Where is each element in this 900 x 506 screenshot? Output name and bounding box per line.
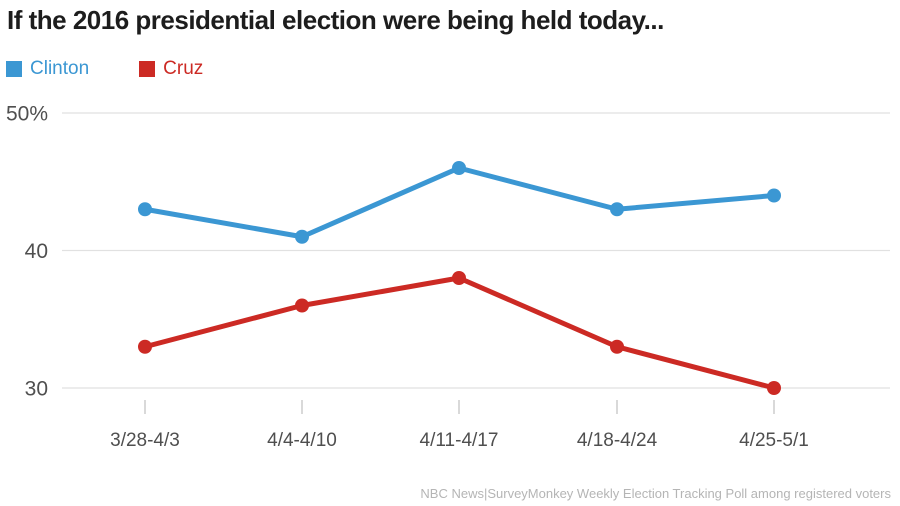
legend-label-clinton: Clinton bbox=[30, 58, 90, 79]
y-axis-label: 30 bbox=[25, 378, 48, 401]
x-axis-label: 4/25-5/1 bbox=[739, 430, 809, 451]
x-axis-label: 4/18-4/24 bbox=[577, 430, 658, 451]
legend-label-cruz: Cruz bbox=[163, 58, 204, 79]
data-point-clinton[interactable] bbox=[767, 188, 781, 203]
legend-item-clinton: Clinton bbox=[6, 58, 89, 80]
data-point-clinton[interactable] bbox=[295, 229, 309, 244]
y-axis-label: 40 bbox=[25, 240, 48, 263]
series-line-clinton bbox=[142, 165, 777, 240]
data-point-clinton[interactable] bbox=[452, 161, 466, 175]
x-axis-label: 4/11-4/17 bbox=[420, 430, 499, 451]
series-line-cruz bbox=[142, 275, 777, 391]
cruz-swatch-icon bbox=[139, 61, 156, 77]
x-axis-label: 4/4-4/10 bbox=[267, 430, 337, 451]
data-point-clinton[interactable] bbox=[138, 202, 152, 217]
data-point-cruz[interactable] bbox=[767, 381, 781, 395]
clinton-swatch-icon bbox=[6, 61, 22, 77]
legend: Clinton Cruz bbox=[6, 58, 203, 80]
chart-title: If the 2016 presidential election were b… bbox=[7, 5, 664, 35]
y-axis-label: 50% bbox=[6, 103, 48, 126]
line-chart: 30 40 50% 3/28-4/3 4/4-4/10 4/11-4/17 4/18-4/2… bbox=[6, 103, 890, 451]
data-point-cruz[interactable] bbox=[610, 339, 624, 354]
x-axis-label: 3/28-4/3 bbox=[110, 430, 180, 451]
data-point-cruz[interactable] bbox=[295, 298, 309, 313]
source-note: NBC News|SurveyMonkey Weekly Election Tr… bbox=[420, 486, 891, 501]
data-point-clinton[interactable] bbox=[610, 202, 624, 217]
legend-item-cruz: Cruz bbox=[139, 58, 203, 80]
data-point-cruz[interactable] bbox=[138, 339, 152, 354]
data-point-cruz[interactable] bbox=[452, 271, 466, 285]
